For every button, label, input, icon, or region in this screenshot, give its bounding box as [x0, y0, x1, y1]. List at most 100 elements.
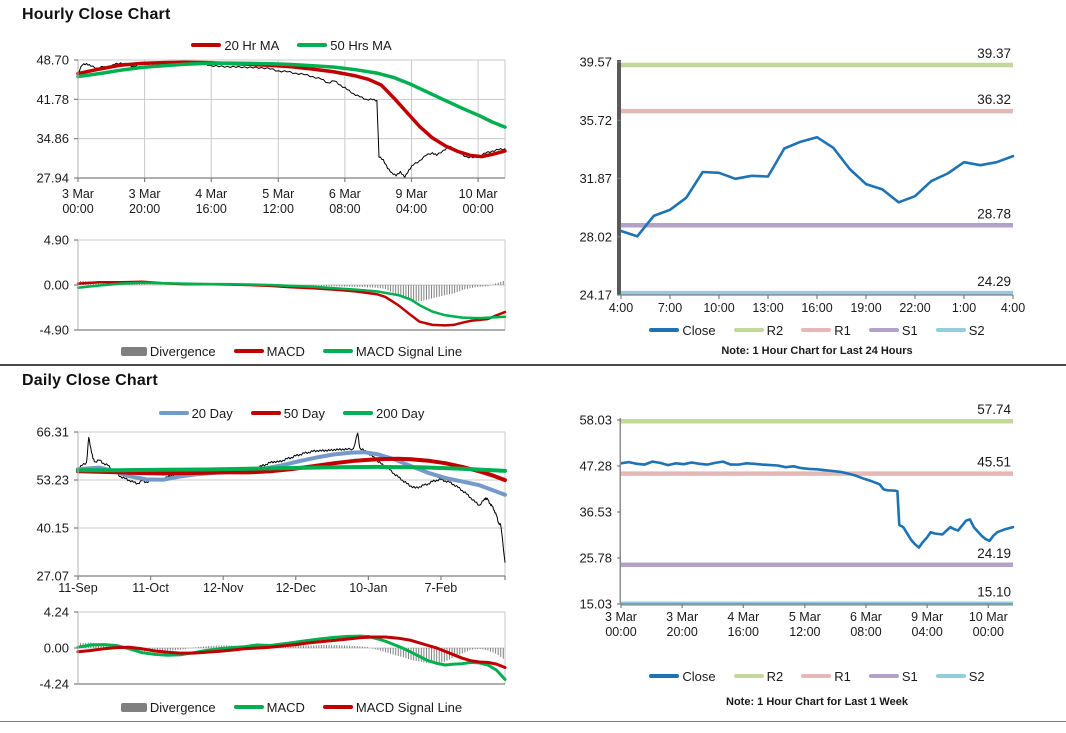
- legend-swatch-divergence: [120, 702, 147, 712]
- legend-item: R2: [733, 668, 784, 684]
- legend-item: S2: [935, 669, 985, 684]
- hourly-section-title: Hourly Close Chart: [22, 6, 171, 23]
- y-axis-label: 34.86: [36, 131, 69, 146]
- x-axis-label: 00:00: [62, 202, 93, 216]
- ma20-series: [76, 60, 507, 159]
- daily-section-title: Daily Close Chart: [22, 372, 158, 389]
- hourly-macd-legend: Divergence MACD MACD Signal Line: [78, 342, 505, 360]
- legend-label: S1: [901, 322, 918, 338]
- x-axis-label: 7-Feb: [425, 581, 458, 595]
- signal-series: [76, 635, 507, 669]
- x-axis-label: 12:00: [263, 202, 294, 216]
- x-axis-label: 00:00: [973, 625, 1004, 639]
- legend-item: R1: [801, 323, 851, 338]
- x-axis-label: 16:00: [196, 202, 227, 216]
- legend-label: Divergence: [149, 699, 216, 715]
- y-axis-label: 40.15: [36, 521, 69, 536]
- x-axis-label: 6 Mar: [850, 610, 882, 624]
- pivot-label-s1: 28.78: [977, 206, 1011, 221]
- x-axis-label: 22:00: [899, 301, 930, 315]
- x-axis-label: 11-Oct: [132, 581, 169, 595]
- x-axis-label: 6 Mar: [329, 187, 361, 201]
- x-axis-label: 16:00: [728, 625, 759, 639]
- legend-item: MACD: [233, 343, 305, 359]
- legend-label: MACD Signal Line: [355, 343, 463, 359]
- x-axis-label: 08:00: [850, 625, 881, 639]
- axes: [617, 418, 1013, 608]
- x-axis-label: 3 Mar: [666, 610, 698, 624]
- pivot-label-r2: 57.74: [977, 402, 1011, 417]
- legend-label: R2: [766, 322, 784, 338]
- y-axis-label: 27.07: [36, 569, 69, 584]
- hourly-close-legend: 20 Hr MA 50 Hrs MA: [78, 36, 505, 54]
- ma50-series: [76, 61, 507, 129]
- legend-swatch-50-day: [250, 411, 281, 415]
- legend-label: Close: [682, 668, 716, 684]
- legend-swatch-50-hrs-ma: [297, 43, 328, 47]
- y-axis-label: 58.03: [579, 413, 612, 428]
- legend-label: MACD Signal Line: [355, 699, 463, 715]
- legend-label: 200 Day: [375, 405, 425, 421]
- macd-series: [76, 634, 507, 681]
- x-axis-label: 04:00: [912, 625, 943, 639]
- x-axis-label: 19:00: [850, 301, 881, 315]
- close-series: [619, 135, 1015, 238]
- gridlines: [77, 59, 506, 179]
- legend-item: 20 Day: [158, 406, 233, 421]
- legend-item: S1: [868, 322, 918, 338]
- y-axis-label: 66.31: [36, 425, 69, 440]
- gridlines: [78, 431, 506, 577]
- legend-swatch-macd-signal-line: [322, 349, 353, 353]
- x-axis-label: 12:00: [789, 625, 820, 639]
- legend-swatch-20-day: [158, 411, 189, 415]
- section-divider: [0, 364, 1066, 366]
- legend-swatch-macd-signal-line: [322, 705, 353, 709]
- y-axis-label: 4.90: [44, 233, 69, 248]
- x-axis-label: 5 Mar: [262, 187, 294, 201]
- x-axis-label: 12-Nov: [203, 581, 244, 595]
- x-axis-label: 10 Mar: [969, 610, 1008, 624]
- legend-item: 50 Hrs MA: [297, 38, 392, 53]
- x-axis-label: 3 Mar: [129, 187, 161, 201]
- legend-item: Divergence: [120, 699, 216, 715]
- x-axis-label: 1:00: [952, 301, 976, 315]
- legend-item: R1: [801, 669, 851, 684]
- ma20-series: [76, 450, 507, 497]
- macd-series: [76, 280, 507, 327]
- y-axis-label: 31.87: [579, 171, 612, 186]
- daily-macd-legend: Divergence MACD MACD Signal Line: [78, 698, 505, 716]
- legend-item: R2: [733, 322, 784, 338]
- y-axis-label: 28.02: [579, 229, 612, 244]
- legend-item: 50 Day: [250, 405, 325, 421]
- x-axis-label: 4 Mar: [727, 610, 759, 624]
- legend-label: R2: [766, 668, 784, 684]
- y-axis-label: 4.24: [44, 605, 69, 620]
- legend-label: Divergence: [149, 343, 216, 359]
- y-axis-label: 39.57: [579, 55, 612, 70]
- hourly-macd-chart: 4.90 0.00 -4.90: [39, 233, 507, 338]
- daily-close-legend: 20 Day 50 Day 200 Day: [78, 404, 505, 422]
- ma200-series: [76, 464, 507, 473]
- legend-item: S1: [868, 669, 918, 684]
- close-series: [77, 61, 506, 179]
- y-axis-label: 48.70: [36, 53, 69, 68]
- x-axis-label: 10-Jan: [349, 581, 387, 595]
- x-axis-label: 20:00: [667, 625, 698, 639]
- legend-label: MACD: [266, 343, 305, 359]
- legend-swatch-r1: [801, 328, 832, 332]
- bottom-divider: [0, 721, 1066, 722]
- close-series: [77, 432, 506, 563]
- pivot-label-s2: 24.29: [977, 274, 1011, 289]
- daily-pivot-note: Note: 1 Hour Chart for Last 1 Week: [726, 696, 908, 708]
- legend-label: 50 Day: [283, 405, 325, 421]
- hourly-pivot-note: Note: 1 Hour Chart for Last 24 Hours: [721, 345, 913, 357]
- legend-swatch-r1: [801, 674, 832, 678]
- x-axis-label: 00:00: [462, 202, 493, 216]
- x-axis-label: 10:00: [703, 301, 734, 315]
- x-axis-label: 16:00: [801, 301, 832, 315]
- legend-label: S2: [968, 322, 985, 338]
- legend-item: Divergence: [120, 343, 216, 359]
- legend-swatch-s2: [935, 674, 966, 678]
- y-axis-label: 0.00: [44, 641, 69, 656]
